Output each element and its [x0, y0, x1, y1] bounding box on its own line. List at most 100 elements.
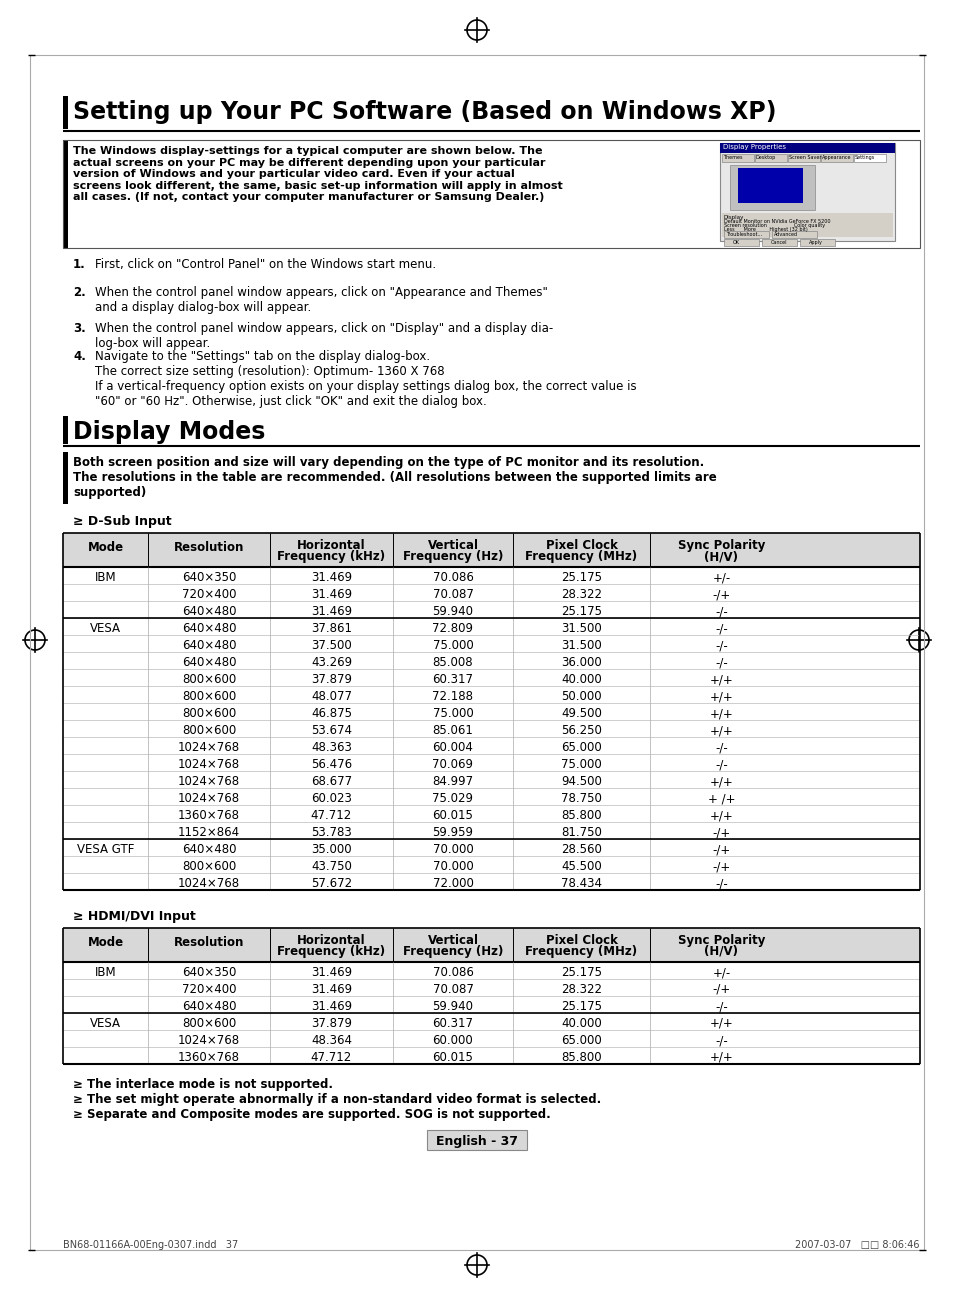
Text: 31.469: 31.469 — [311, 571, 352, 584]
Text: 60.004: 60.004 — [432, 742, 473, 755]
Text: 2.: 2. — [73, 286, 86, 299]
Text: 31.500: 31.500 — [560, 622, 601, 635]
Text: Pixel Clock: Pixel Clock — [545, 934, 617, 947]
Bar — [721, 213, 892, 237]
Bar — [63, 141, 919, 248]
Bar — [853, 154, 885, 163]
Text: -/+: -/+ — [712, 843, 730, 856]
Text: 640×480: 640×480 — [182, 843, 236, 856]
Text: 75.000: 75.000 — [560, 758, 601, 771]
Text: Navigate to the "Settings" tab on the display dialog-box.
The correct size setti: Navigate to the "Settings" tab on the di… — [95, 350, 636, 409]
Text: 1024×768: 1024×768 — [178, 742, 240, 755]
Text: 65.000: 65.000 — [560, 1034, 601, 1047]
Text: -/+: -/+ — [712, 588, 730, 601]
Text: +/+: +/+ — [709, 1017, 733, 1030]
Text: 800×600: 800×600 — [182, 860, 236, 873]
Text: 1024×768: 1024×768 — [178, 758, 240, 771]
Text: -/-: -/- — [715, 605, 727, 618]
Text: Mode: Mode — [88, 935, 124, 948]
Bar — [771, 232, 816, 238]
Text: -/-: -/- — [715, 656, 727, 669]
Text: 1152×864: 1152×864 — [178, 826, 240, 839]
Bar — [720, 143, 894, 154]
Text: 78.434: 78.434 — [560, 877, 601, 890]
Text: -/+: -/+ — [712, 860, 730, 873]
Text: 48.363: 48.363 — [311, 742, 352, 755]
Text: 85.800: 85.800 — [560, 1051, 601, 1064]
Text: 1360×768: 1360×768 — [178, 809, 240, 822]
Text: OK: OK — [732, 239, 740, 245]
Text: Desktop: Desktop — [755, 155, 776, 160]
Text: 70.069: 70.069 — [432, 758, 473, 771]
Text: 35.000: 35.000 — [311, 843, 352, 856]
Text: 37.861: 37.861 — [311, 622, 352, 635]
Text: Screen resolution                  Color quality: Screen resolution Color quality — [723, 222, 824, 228]
Text: ≥ The set might operate abnormally if a non-standard video format is selected.: ≥ The set might operate abnormally if a … — [73, 1093, 600, 1106]
Text: 720×400: 720×400 — [182, 588, 236, 601]
Text: Default Monitor on NVidia GeForce FX 5200: Default Monitor on NVidia GeForce FX 520… — [723, 219, 830, 224]
Text: Setting up Your PC Software (Based on Windows XP): Setting up Your PC Software (Based on Wi… — [73, 100, 776, 124]
Text: +/-: +/- — [712, 571, 730, 584]
Text: -/+: -/+ — [712, 984, 730, 997]
Text: 72.809: 72.809 — [432, 622, 473, 635]
Text: 60.000: 60.000 — [432, 1034, 473, 1047]
Bar — [787, 154, 820, 163]
Text: ≥ Separate and Composite modes are supported. SOG is not supported.: ≥ Separate and Composite modes are suppo… — [73, 1108, 550, 1121]
Text: 60.317: 60.317 — [432, 1017, 473, 1030]
Text: -/+: -/+ — [712, 826, 730, 839]
Text: 56.250: 56.250 — [560, 723, 601, 736]
Text: 47.712: 47.712 — [311, 1051, 352, 1064]
Bar — [738, 168, 802, 203]
Text: 70.086: 70.086 — [432, 571, 473, 584]
Text: 31.500: 31.500 — [560, 639, 601, 652]
Text: VESA: VESA — [90, 1017, 121, 1030]
Bar — [821, 154, 852, 163]
Text: Sync Polarity: Sync Polarity — [677, 934, 764, 947]
Text: Vertical: Vertical — [427, 934, 478, 947]
Text: +/+: +/+ — [709, 723, 733, 736]
Text: + /+: + /+ — [707, 792, 735, 805]
Text: -/-: -/- — [715, 758, 727, 771]
Text: When the control panel window appears, click on "Appearance and Themes"
and a di: When the control panel window appears, c… — [95, 286, 547, 314]
Text: 640×480: 640×480 — [182, 622, 236, 635]
Text: 1024×768: 1024×768 — [178, 792, 240, 805]
Text: 31.469: 31.469 — [311, 588, 352, 601]
Bar — [723, 232, 768, 238]
Text: 85.800: 85.800 — [560, 809, 601, 822]
Text: 1024×768: 1024×768 — [178, 775, 240, 788]
Bar — [729, 165, 814, 209]
Bar — [720, 143, 894, 241]
Text: 3.: 3. — [73, 323, 86, 334]
Text: 640×480: 640×480 — [182, 639, 236, 652]
Text: 70.087: 70.087 — [432, 984, 473, 997]
Text: 56.476: 56.476 — [311, 758, 352, 771]
Text: 25.175: 25.175 — [560, 1000, 601, 1013]
Bar — [63, 928, 919, 961]
Text: 72.000: 72.000 — [432, 877, 473, 890]
Bar — [63, 141, 68, 248]
Text: Display Properties: Display Properties — [722, 144, 785, 150]
Text: 50.000: 50.000 — [560, 690, 601, 703]
Text: 25.175: 25.175 — [560, 605, 601, 618]
Text: 65.000: 65.000 — [560, 742, 601, 755]
Text: 48.364: 48.364 — [311, 1034, 352, 1047]
Text: 800×600: 800×600 — [182, 690, 236, 703]
Text: 78.750: 78.750 — [560, 792, 601, 805]
Text: 1360×768: 1360×768 — [178, 1051, 240, 1064]
Text: 48.077: 48.077 — [311, 690, 352, 703]
Text: First, click on "Control Panel" on the Windows start menu.: First, click on "Control Panel" on the W… — [95, 258, 436, 271]
Text: Apply: Apply — [808, 239, 822, 245]
Text: The Windows display-settings for a typical computer are shown below. The
actual : The Windows display-settings for a typic… — [73, 146, 562, 203]
Text: 53.783: 53.783 — [311, 826, 352, 839]
Text: 53.674: 53.674 — [311, 723, 352, 736]
Text: Advanced: Advanced — [773, 232, 798, 237]
Text: 800×600: 800×600 — [182, 706, 236, 719]
Text: Troubleshoot...: Troubleshoot... — [725, 232, 761, 237]
Text: Screen Saver: Screen Saver — [788, 155, 821, 160]
Text: Frequency (Hz): Frequency (Hz) — [402, 945, 502, 958]
Text: 36.000: 36.000 — [560, 656, 601, 669]
Text: 640×480: 640×480 — [182, 656, 236, 669]
Text: 28.322: 28.322 — [560, 984, 601, 997]
Text: Cancel: Cancel — [770, 239, 786, 245]
Text: ≥ The interlace mode is not supported.: ≥ The interlace mode is not supported. — [73, 1079, 333, 1092]
